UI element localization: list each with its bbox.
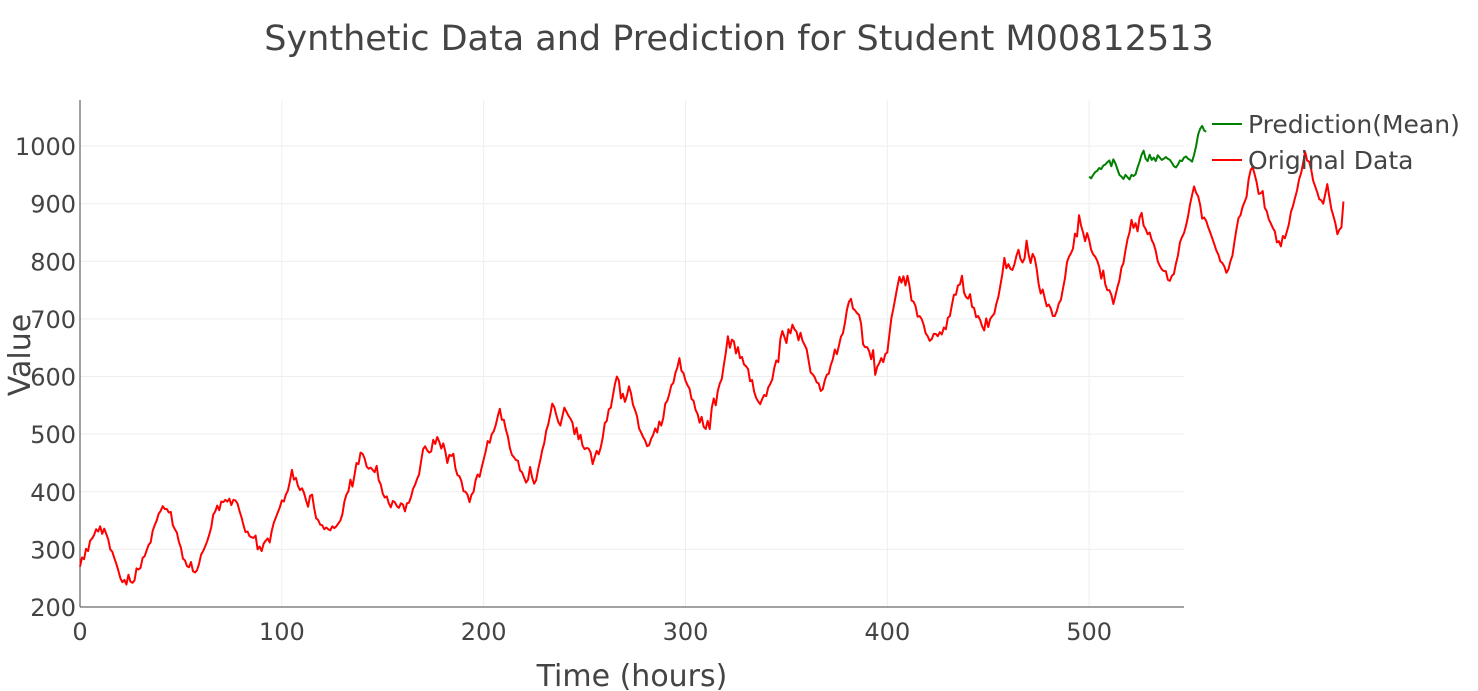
y-tick-label: 900: [30, 191, 76, 219]
y-tick-label: 600: [30, 364, 76, 392]
legend-item[interactable]: Prediction(Mean): [1212, 110, 1460, 139]
legend-label: Prediction(Mean): [1248, 110, 1460, 139]
y-tick-label: 700: [30, 306, 76, 334]
series-line-original-data: [79, 150, 1345, 586]
legend-label: Original Data: [1248, 146, 1413, 175]
y-tick-label: 200: [30, 594, 76, 622]
axes: [79, 100, 1184, 608]
chart-title: Synthetic Data and Prediction for Studen…: [264, 19, 1214, 59]
x-tick-label: 400: [864, 618, 910, 646]
y-axis-title: Value: [3, 314, 38, 396]
y-tick-label: 300: [30, 536, 76, 564]
x-axis-title: Time (hours): [536, 659, 728, 691]
tick-labels: 200 300 400 500 600 700 800 900 1000 0 100 200 300 40…: [15, 133, 1112, 646]
x-tick-label: 200: [461, 618, 507, 646]
legend-item[interactable]: Original Data: [1212, 146, 1413, 175]
x-tick-label: 300: [663, 618, 709, 646]
series-line-prediction-mean: [1088, 124, 1207, 181]
y-tick-label: 800: [30, 248, 76, 276]
legend: Prediction(Mean) Original Data: [1212, 110, 1460, 175]
data-series: [79, 124, 1345, 586]
y-tick-label: 400: [30, 479, 76, 507]
y-tick-label: 500: [30, 421, 76, 449]
y-tick-label: 1000: [15, 133, 76, 161]
x-tick-label: 500: [1066, 618, 1112, 646]
x-tick-label: 0: [72, 618, 87, 646]
x-tick-label: 100: [259, 618, 305, 646]
